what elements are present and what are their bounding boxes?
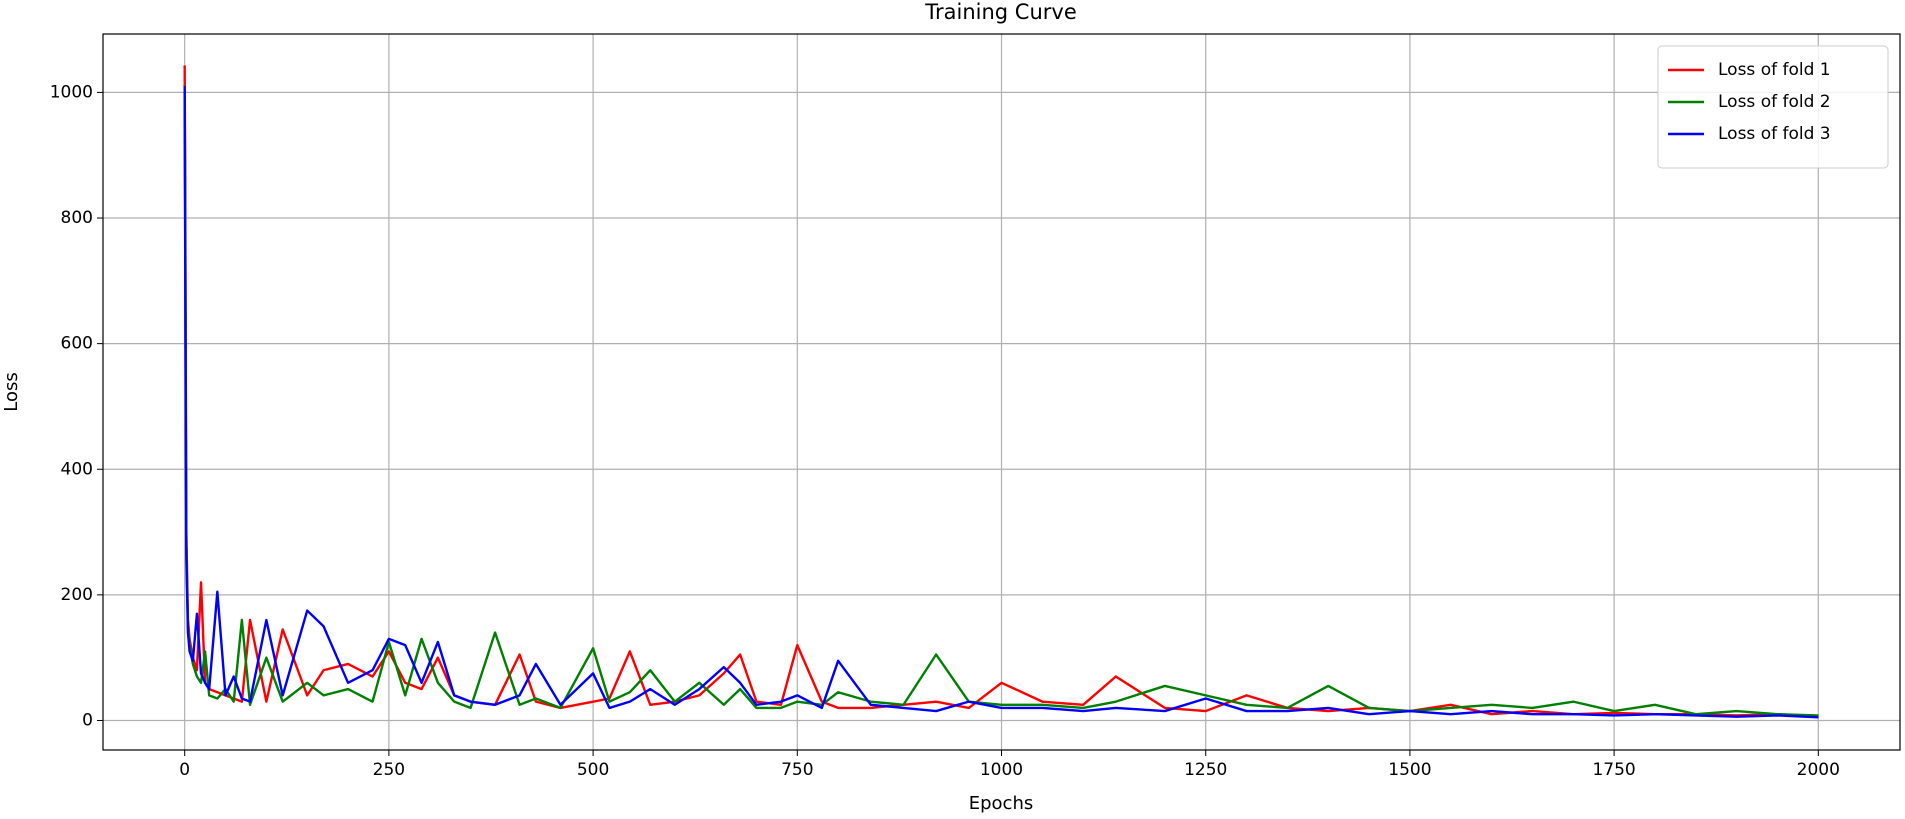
legend-label: Loss of fold 1	[1718, 60, 1831, 80]
y-tick-label: 200	[61, 585, 93, 605]
x-tick-label: 1000	[980, 760, 1023, 780]
x-axis-label: Epochs	[969, 793, 1034, 814]
plot-frame	[102, 33, 1901, 751]
y-axis-label: Loss	[1, 372, 22, 411]
x-tick-label: 0	[179, 760, 190, 780]
x-tick-label: 1500	[1388, 760, 1431, 780]
legend: Loss of fold 1 Loss of fold 2 Loss of fold…	[1657, 45, 1889, 169]
legend-label: Loss of fold 3	[1718, 124, 1831, 144]
y-tick-label: 800	[61, 208, 93, 228]
x-tick-label: 250	[373, 760, 405, 780]
x-tick-label: 500	[577, 760, 609, 780]
x-tick-label: 1250	[1184, 760, 1227, 780]
series-line	[183, 86, 1819, 719]
x-tick-label: 750	[781, 760, 813, 780]
x-tick-label: 1750	[1592, 760, 1635, 780]
legend-label: Loss of fold 2	[1718, 92, 1831, 112]
y-tick-label: 1000	[50, 82, 93, 102]
series-line	[183, 65, 1819, 718]
y-tick-label: 0	[82, 710, 93, 730]
series-line	[183, 92, 1819, 717]
y-tick-label: 600	[61, 334, 93, 354]
y-tick-label: 400	[61, 459, 93, 479]
x-tick-label: 2000	[1797, 760, 1840, 780]
chart-title: Training Curve	[924, 0, 1077, 24]
legend-box	[1657, 45, 1889, 169]
